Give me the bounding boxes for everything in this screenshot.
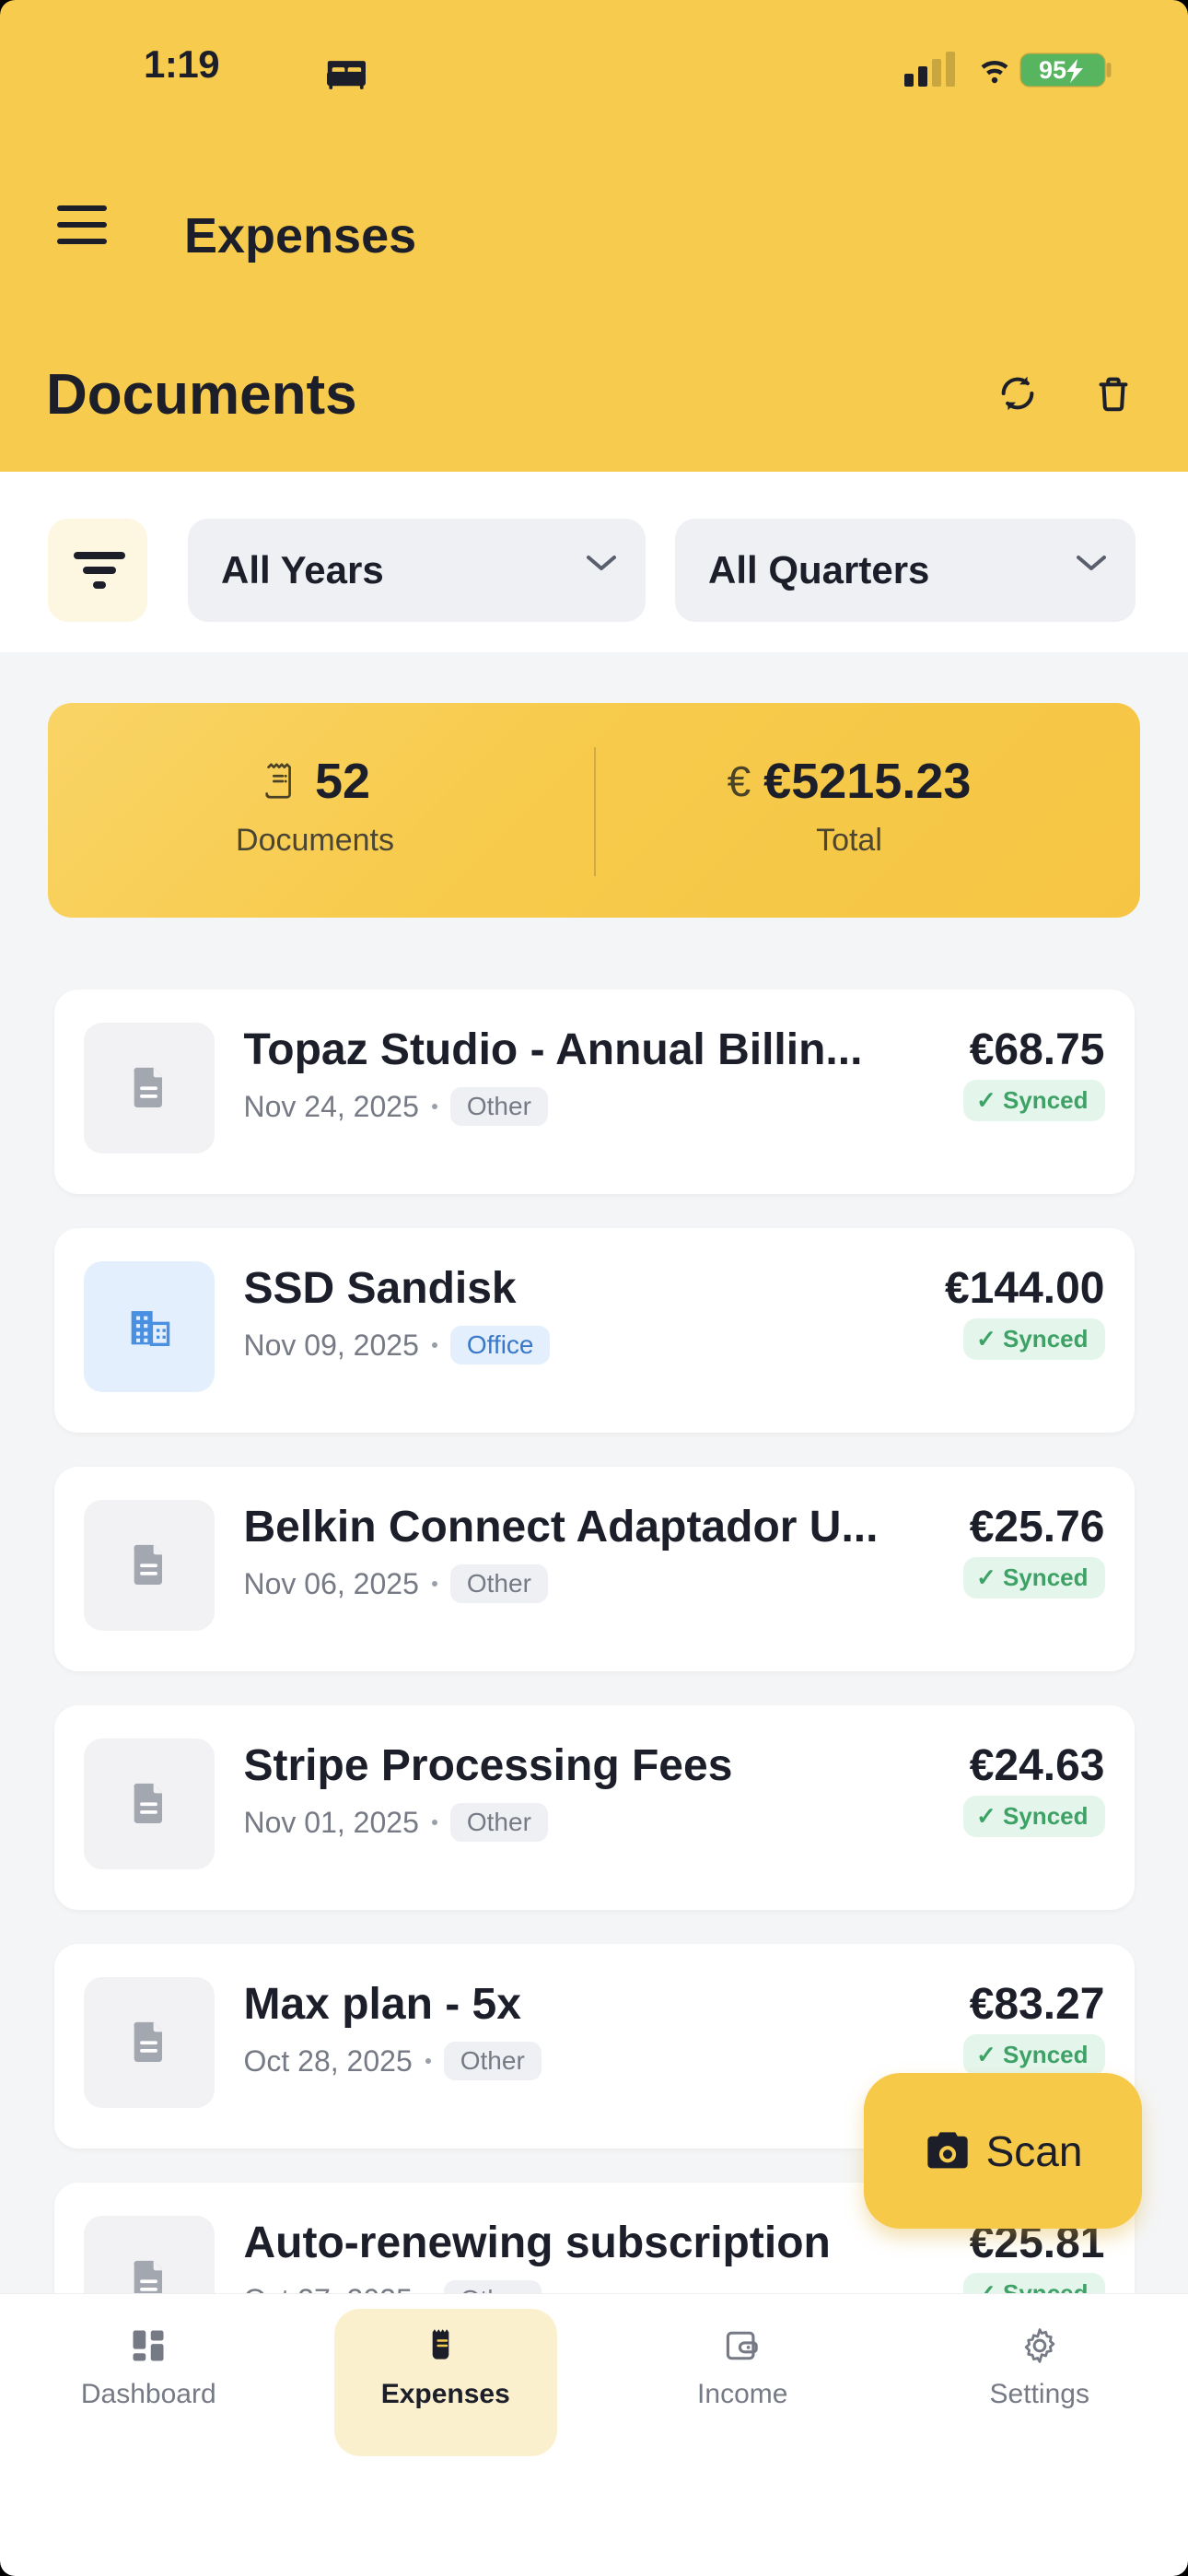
svg-text:95: 95 — [1039, 56, 1066, 84]
